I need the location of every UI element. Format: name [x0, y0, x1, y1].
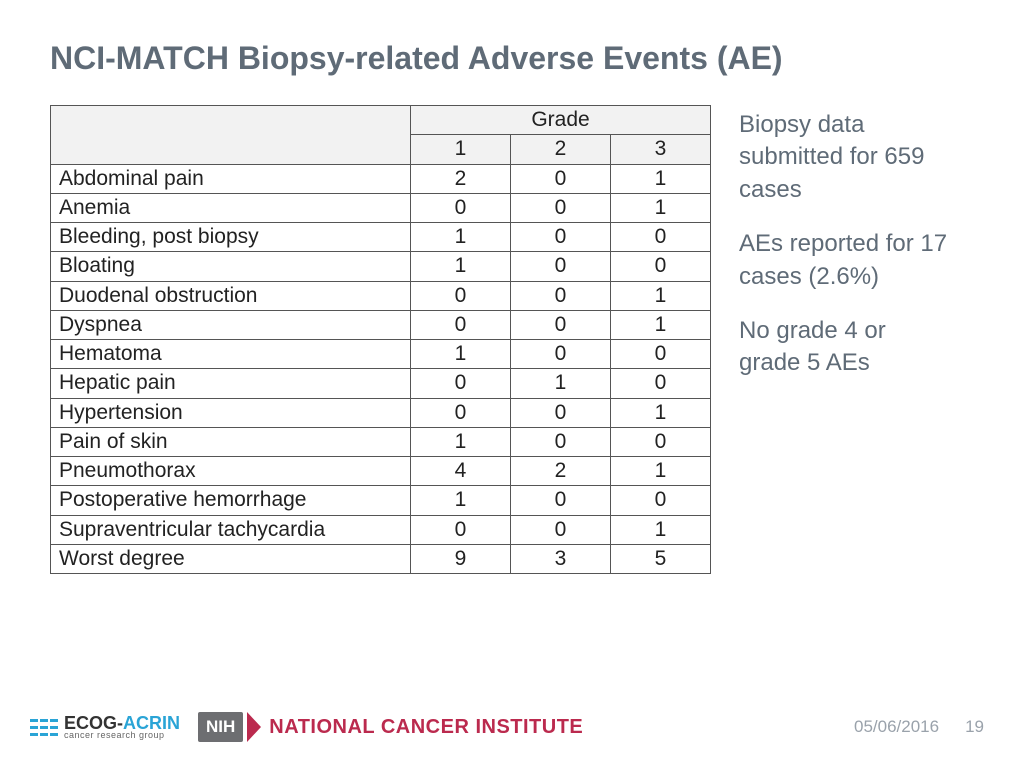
table-row: Abdominal pain201 [51, 164, 711, 193]
row-value: 0 [511, 193, 611, 222]
row-value: 9 [411, 544, 511, 573]
row-value: 1 [511, 369, 611, 398]
table-row: Postoperative hemorrhage100 [51, 486, 711, 515]
row-value: 1 [611, 398, 711, 427]
row-value: 1 [611, 310, 711, 339]
row-value: 4 [411, 457, 511, 486]
row-value: 1 [411, 252, 511, 281]
row-value: 1 [611, 164, 711, 193]
row-value: 5 [611, 544, 711, 573]
row-value: 0 [611, 340, 711, 369]
row-value: 0 [411, 515, 511, 544]
row-value: 1 [411, 427, 511, 456]
ae-table: Grade 1 2 3 Abdominal pain201Anemia001Bl… [50, 105, 711, 574]
note-2: AEs reported for 17 cases (2.6%) [739, 228, 949, 293]
row-value: 1 [611, 457, 711, 486]
page-title: NCI-MATCH Biopsy-related Adverse Events … [50, 40, 974, 77]
row-value: 1 [611, 193, 711, 222]
row-value: 0 [511, 310, 611, 339]
row-value: 3 [511, 544, 611, 573]
nci-text: NATIONAL CANCER INSTITUTE [269, 716, 583, 739]
row-label: Pneumothorax [51, 457, 411, 486]
row-value: 0 [511, 486, 611, 515]
note-1: Biopsy data submitted for 659 cases [739, 109, 949, 206]
row-label: Dyspnea [51, 310, 411, 339]
table-row: Hypertension001 [51, 398, 711, 427]
table-row: Hematoma100 [51, 340, 711, 369]
row-value: 0 [411, 398, 511, 427]
table-row: Supraventricular tachycardia001 [51, 515, 711, 544]
table-header-col3: 3 [611, 135, 711, 164]
footer-page-number: 19 [965, 717, 984, 737]
row-value: 2 [411, 164, 511, 193]
row-label: Hypertension [51, 398, 411, 427]
table-header-col1: 1 [411, 135, 511, 164]
note-3: No grade 4 or grade 5 AEs [739, 315, 949, 380]
table-row: Dyspnea001 [51, 310, 711, 339]
row-value: 1 [411, 486, 511, 515]
table-row: Bloating100 [51, 252, 711, 281]
ecog-bars-icon [30, 719, 58, 736]
footer-logos: ECOG-ACRIN cancer research group NIH NAT… [30, 712, 583, 742]
row-value: 1 [411, 340, 511, 369]
table-row: Pain of skin100 [51, 427, 711, 456]
row-value: 1 [611, 515, 711, 544]
row-label: Worst degree [51, 544, 411, 573]
row-label: Duodenal obstruction [51, 281, 411, 310]
nih-badge: NIH [198, 712, 243, 742]
row-label: Hematoma [51, 340, 411, 369]
table-row: Hepatic pain010 [51, 369, 711, 398]
table-header-grade: Grade [411, 106, 711, 135]
row-label: Bloating [51, 252, 411, 281]
table-row: Worst degree935 [51, 544, 711, 573]
footer-date: 05/06/2016 [854, 717, 939, 737]
table-header-col2: 2 [511, 135, 611, 164]
ae-table-container: Grade 1 2 3 Abdominal pain201Anemia001Bl… [50, 105, 711, 574]
table-header-blank [51, 106, 411, 165]
table-row: Pneumothorax421 [51, 457, 711, 486]
row-value: 0 [611, 252, 711, 281]
row-value: 0 [411, 193, 511, 222]
row-value: 1 [411, 223, 511, 252]
chevron-right-icon [247, 712, 261, 742]
slide-footer: ECOG-ACRIN cancer research group NIH NAT… [0, 704, 1024, 750]
side-notes: Biopsy data submitted for 659 cases AEs … [739, 105, 949, 574]
row-value: 0 [511, 223, 611, 252]
row-label: Supraventricular tachycardia [51, 515, 411, 544]
row-label: Postoperative hemorrhage [51, 486, 411, 515]
row-value: 0 [511, 515, 611, 544]
row-value: 0 [511, 252, 611, 281]
row-value: 2 [511, 457, 611, 486]
row-value: 0 [611, 223, 711, 252]
row-value: 0 [511, 427, 611, 456]
row-value: 0 [511, 398, 611, 427]
row-value: 0 [511, 340, 611, 369]
row-value: 0 [411, 369, 511, 398]
ecog-subtext: cancer research group [64, 731, 180, 739]
row-label: Pain of skin [51, 427, 411, 456]
row-value: 0 [411, 310, 511, 339]
row-value: 0 [611, 486, 711, 515]
row-value: 0 [611, 427, 711, 456]
row-label: Hepatic pain [51, 369, 411, 398]
nci-logo: NIH NATIONAL CANCER INSTITUTE [198, 712, 583, 742]
row-value: 0 [411, 281, 511, 310]
row-value: 0 [511, 164, 611, 193]
row-label: Bleeding, post biopsy [51, 223, 411, 252]
table-row: Anemia001 [51, 193, 711, 222]
table-row: Duodenal obstruction001 [51, 281, 711, 310]
row-value: 0 [611, 369, 711, 398]
row-value: 0 [511, 281, 611, 310]
row-label: Abdominal pain [51, 164, 411, 193]
row-value: 1 [611, 281, 711, 310]
row-label: Anemia [51, 193, 411, 222]
ecog-acrin-logo: ECOG-ACRIN cancer research group [30, 715, 180, 739]
table-row: Bleeding, post biopsy100 [51, 223, 711, 252]
